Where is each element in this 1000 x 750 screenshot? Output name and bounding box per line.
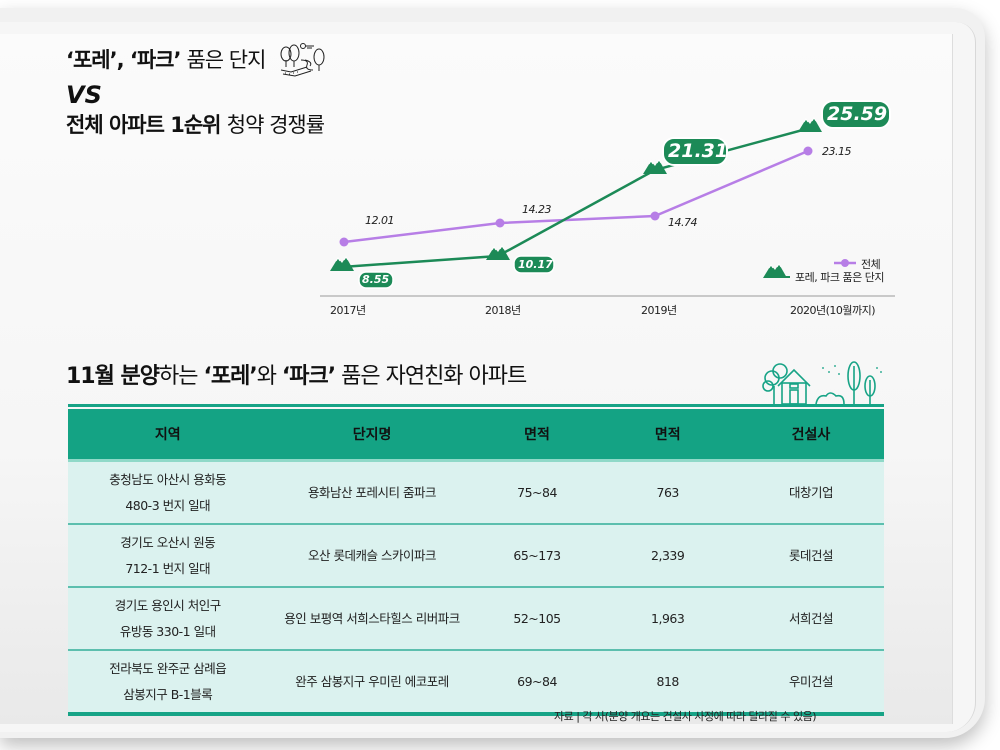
table-gap (68, 407, 884, 409)
title-part: 품은 자연친화 아파트 (335, 364, 527, 389)
title-forest: ‘포레’ (203, 364, 257, 389)
total-point-2017 (339, 237, 349, 247)
cell-area: 69~84 (476, 650, 598, 716)
mountain-marker-2018 (485, 245, 511, 261)
cell-complex-name: 용화남산 포레시티 줌파크 (267, 460, 477, 525)
cell-complex-name: 용인 보평역 서희스타힐스 리버파크 (267, 587, 477, 651)
table-row: 충청남도 아산시 용화동 480-3 번지 일대 용화남산 포레시티 줌파크 75… (68, 460, 884, 525)
region-line2: 삼봉지구 B-1블록 (123, 686, 213, 702)
table-header-row: 지역 단지명 면적 면적 건설사 (68, 409, 884, 462)
forest-label-2018: 10.17 (518, 258, 553, 271)
section-title: 11월 분양하는 ‘포레’와 ‘파크’ 품은 자연친화 아파트 (66, 358, 527, 390)
total-series-line (343, 149, 809, 244)
forest-label-2020: 25.59 (827, 103, 888, 125)
cell-units: 1,963 (597, 587, 738, 651)
cell-builder: 롯데건설 (737, 524, 884, 588)
header-area-2: 면적 (597, 409, 738, 462)
headline-competition-rate: 청약 경쟁률 (226, 113, 325, 137)
header-area: 면적 (476, 409, 598, 462)
cell-builder: 우미건설 (737, 650, 884, 716)
cell-units: 2,339 (597, 524, 738, 588)
title-park: ‘파크’ (281, 364, 336, 389)
apartment-table: 지역 단지명 면적 면적 건설사 충청남도 아산시 용화동 480-3 번지 일대… (68, 404, 884, 716)
region-line2: 712-1 번지 일대 (125, 560, 211, 576)
title-november-sale: 11월 분양 (66, 364, 160, 389)
mountain-marker-2017 (329, 256, 355, 272)
total-label-2017: 12.01 (365, 214, 395, 227)
cell-area: 52~105 (476, 587, 598, 651)
cell-complex-name: 오산 롯데캐슬 스카이파크 (267, 524, 477, 588)
mountain-marker-2020 (797, 117, 823, 133)
headline-line1: ‘포레’, ‘파크’ 품은 단지 (66, 40, 329, 80)
total-point-2019 (650, 211, 660, 221)
source-note: 자료 | 각 사(분양 개요는 건설사 사정에 따라 달라질 수 있음) (554, 710, 817, 723)
forest-label-2017: 8.55 (362, 273, 390, 286)
headline-complex: 품은 단지 (186, 48, 266, 72)
region-line1: 충청남도 아산시 용화동 (109, 471, 227, 487)
park-trees-icon (280, 43, 325, 77)
region-line1: 경기도 오산시 원동 (120, 534, 216, 550)
total-point-2018 (495, 218, 505, 228)
header-builder: 건설사 (737, 409, 884, 462)
table-top-rule (68, 404, 884, 407)
legend-total-label: 전체 (861, 258, 881, 271)
x-label-2020: 2020년(10월까지) (790, 304, 876, 317)
legend-forest-label: 포레, 파크 품은 단지 (795, 271, 884, 284)
total-label-2019: 14.74 (668, 216, 698, 229)
forest-series-line (341, 126, 811, 269)
title-part: 와 (256, 364, 282, 389)
cell-area: 75~84 (476, 460, 598, 525)
house-trees-icon (762, 361, 882, 405)
headline-bold-forest-park: ‘포레’, ‘파크’ (66, 48, 181, 72)
cell-units: 763 (597, 460, 738, 525)
region-line2: 유방동 330-1 일대 (119, 623, 216, 639)
cell-units: 818 (597, 650, 738, 716)
x-label-2019: 2019년 (641, 304, 677, 317)
table-row: 전라북도 완주군 삼례읍 삼봉지구 B-1블록 완주 삼봉지구 우미린 에코포레 … (68, 650, 884, 716)
region-line1: 전라북도 완주군 삼례읍 (109, 660, 227, 676)
region-line1: 경기도 용인시 처인구 (114, 597, 221, 613)
cell-area: 65~173 (476, 524, 598, 588)
title-part: 하는 (159, 364, 204, 389)
cell-region: 충청남도 아산시 용화동 480-3 번지 일대 (68, 460, 268, 525)
headline-bold-total: 전체 아파트 1순위 (66, 113, 221, 137)
legend-forest-icon (762, 263, 788, 279)
total-point-2020 (803, 146, 813, 156)
cell-builder: 서희건설 (737, 587, 884, 651)
forest-label-2019: 21.31 (668, 140, 729, 162)
total-label-2018: 14.23 (522, 203, 552, 216)
x-label-2018: 2018년 (485, 304, 521, 317)
cell-builder: 대창기업 (737, 460, 884, 525)
total-label-2020: 23.15 (822, 145, 852, 158)
cell-complex-name: 완주 삼봉지구 우미린 에코포레 (267, 650, 477, 716)
cell-region: 경기도 오산시 원동 712-1 번지 일대 (68, 524, 268, 588)
header-region: 지역 (68, 409, 268, 462)
table-row: 경기도 오산시 원동 712-1 번지 일대 오산 롯데캐슬 스카이파크 65~1… (68, 524, 884, 588)
x-label-2017: 2017년 (330, 304, 366, 317)
headline-vs: VS (66, 81, 102, 109)
line-chart (320, 100, 895, 297)
region-line2: 480-3 번지 일대 (125, 497, 211, 513)
chart-headline: ‘포레’, ‘파크’ 품은 단지 VS 전체 아파트 1순위 청약 경쟁률 (66, 40, 329, 138)
headline-line3: 전체 아파트 1순위 청약 경쟁률 (66, 112, 329, 138)
header-complex-name: 단지명 (267, 409, 477, 462)
